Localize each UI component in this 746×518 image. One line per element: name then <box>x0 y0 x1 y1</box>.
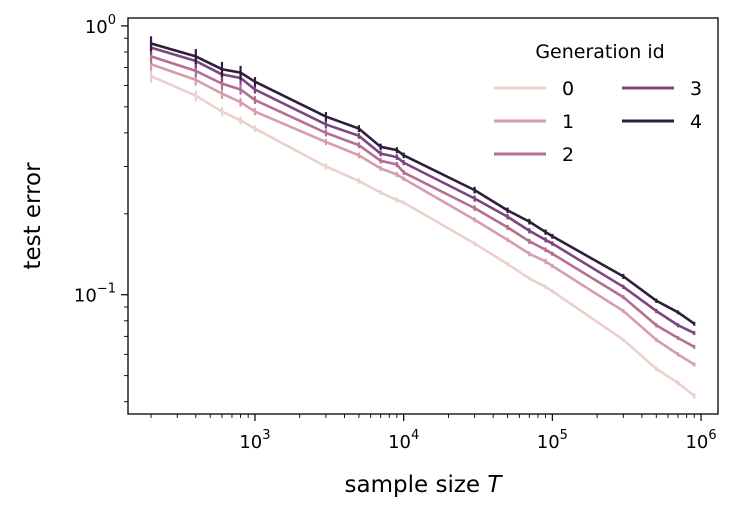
y-axis-label: test error <box>20 162 46 270</box>
series-4 <box>149 36 696 326</box>
legend-label-4: 4 <box>690 111 702 133</box>
x-axis-label-variable: T <box>487 472 503 498</box>
x-tick-label: 104 <box>388 428 419 453</box>
series-layer <box>149 36 696 399</box>
legend: Generation id 0 1 2 3 4 <box>494 41 702 166</box>
legend-title: Generation id <box>535 41 664 63</box>
legend-label-1: 1 <box>562 111 574 133</box>
legend-label-2: 2 <box>562 144 574 166</box>
y-tick-label: 100 <box>85 13 116 38</box>
x-axis-label: sample size T <box>345 472 504 498</box>
plot-frame <box>127 17 719 415</box>
x-tick-label: 105 <box>537 428 568 453</box>
series-0 <box>149 70 696 399</box>
legend-label-0: 0 <box>562 78 574 100</box>
x-tick-label: 103 <box>239 428 270 453</box>
legend-label-3: 3 <box>690 78 702 100</box>
series-0-line <box>150 74 696 398</box>
series-1 <box>149 57 696 367</box>
y-tick-label: 10−1 <box>74 282 116 307</box>
x-tick-label: 106 <box>685 428 716 453</box>
